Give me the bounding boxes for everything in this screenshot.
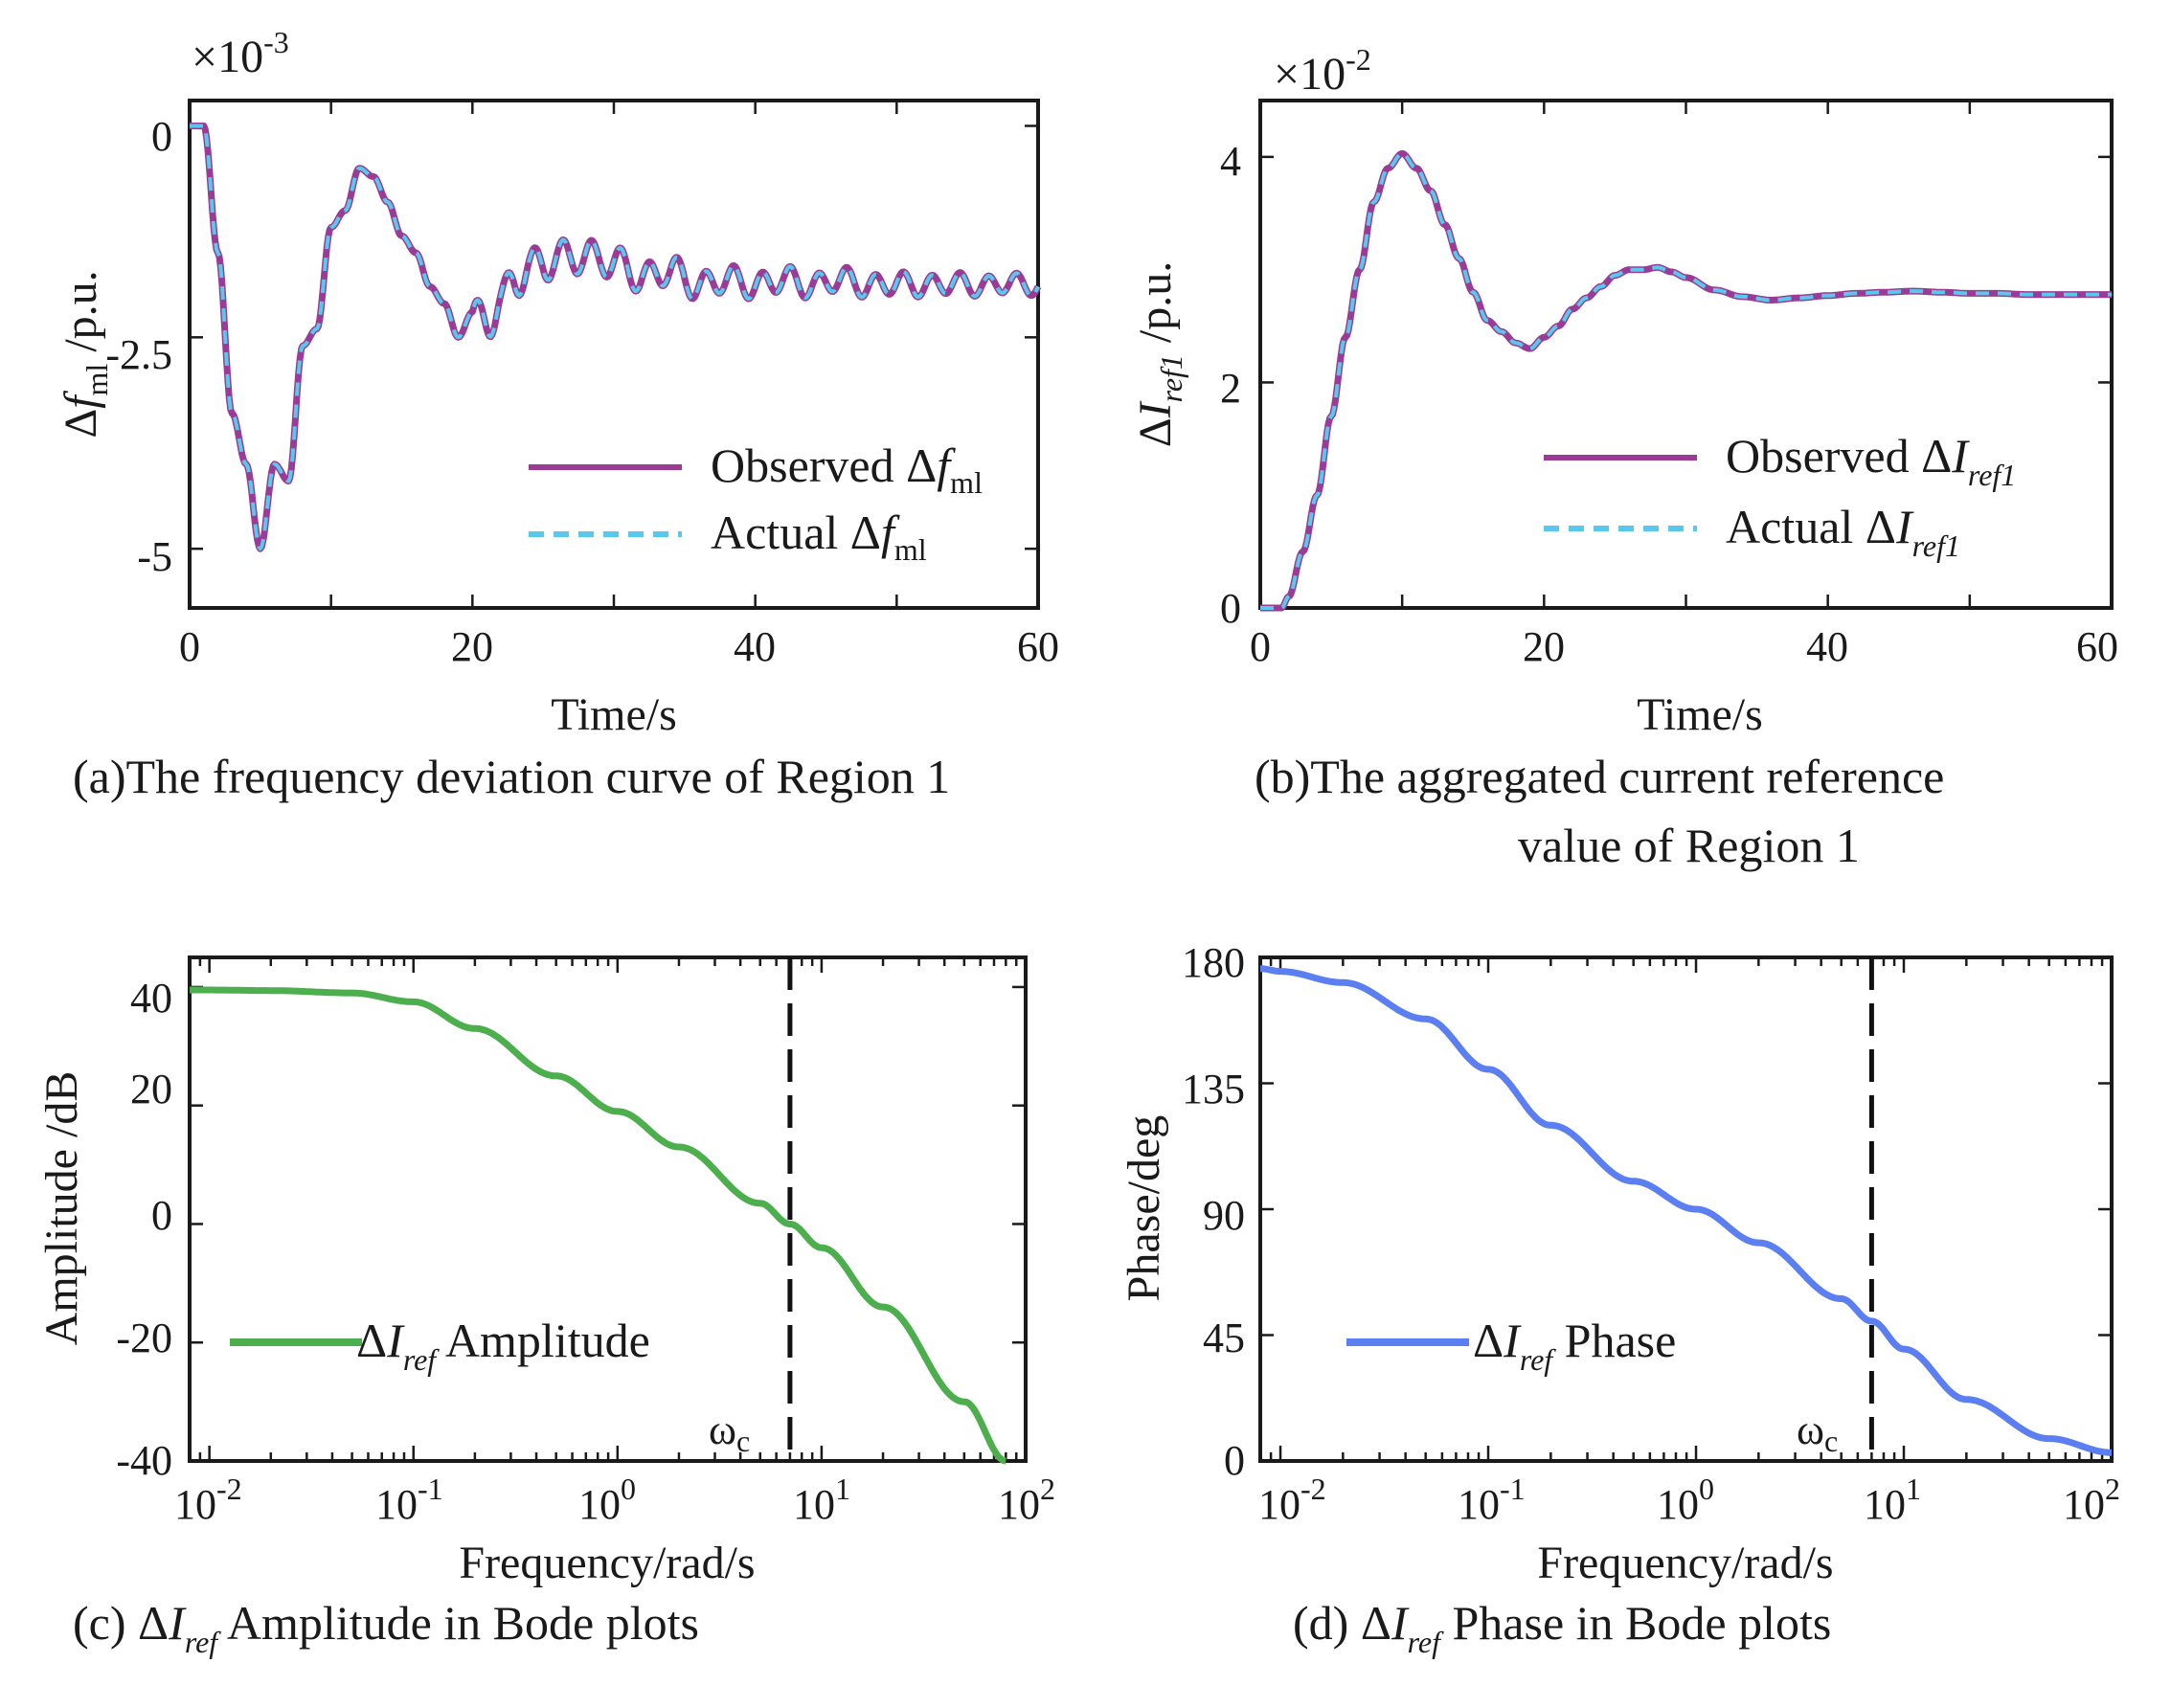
panel-a-ytick-2: -5 bbox=[137, 533, 172, 580]
panel-d-ytick-4: 0 bbox=[1224, 1437, 1245, 1484]
panel-c-series-main-line bbox=[187, 986, 1008, 1465]
panel-b-frame bbox=[1258, 99, 2114, 610]
panel-d-xtick-1: 10-1 bbox=[1458, 1472, 1526, 1528]
panel-b-caption-line1: (b)The aggregated current reference bbox=[1255, 750, 1944, 803]
panel-c-xlabel: Frequency/rad/s bbox=[459, 1538, 755, 1588]
panel-d-xtick-4: 102 bbox=[2063, 1472, 2120, 1528]
panel-c-caption: (c) ΔIref Amplitude in Bode plots bbox=[73, 1596, 699, 1659]
panel-b-multiplier: ×10-2 bbox=[1274, 42, 1371, 100]
panel-c-xtick-2: 100 bbox=[578, 1472, 636, 1528]
panel-b-caption-line2: value of Region 1 bbox=[1518, 819, 1860, 872]
panel-d-xtick-3: 101 bbox=[1864, 1472, 1921, 1528]
panel-c-ticks bbox=[188, 957, 1028, 1463]
panel-a-caption: (a)The frequency deviation curve of Regi… bbox=[73, 750, 950, 803]
panel-c-ytick-1: 20 bbox=[130, 1066, 172, 1112]
panel-b-ylabel: ΔIref1 /p.u. bbox=[1130, 261, 1188, 448]
panel-d-ytick-1: 135 bbox=[1182, 1066, 1245, 1112]
panel-c-ylabel: Amplitude /dB bbox=[36, 1071, 87, 1346]
panel-a-xtick-3: 60 bbox=[1017, 623, 1059, 670]
panel-b-xtick-1: 20 bbox=[1523, 623, 1565, 670]
panel-c-ytick-4: -40 bbox=[116, 1437, 172, 1484]
panel-b-xtick-3: 60 bbox=[2076, 623, 2118, 670]
panel-d-xtick-2: 100 bbox=[1657, 1472, 1714, 1528]
panel-a-series-actual-line bbox=[189, 124, 1040, 551]
panel-c-xtick-1: 10-1 bbox=[375, 1472, 443, 1528]
panel-b-curves bbox=[1258, 149, 2114, 612]
panel-c-ytick-3: -20 bbox=[116, 1315, 172, 1361]
panel-a-ylabel: Δfml /p.u. bbox=[56, 270, 114, 438]
panel-c-xtick-4: 102 bbox=[998, 1472, 1055, 1528]
panel-d-ytick-0: 180 bbox=[1182, 939, 1245, 986]
panel-a-xtick-0: 0 bbox=[179, 623, 200, 670]
panel-c-curves bbox=[187, 957, 1008, 1465]
panel-d-caption: (d) ΔIref Phase in Bode plots bbox=[1293, 1596, 1831, 1659]
panel-b-ytick-0: 0 bbox=[1220, 585, 1241, 632]
panel-a-xlabel: Time/s bbox=[551, 689, 677, 740]
panel-b-series-observed-line bbox=[1258, 149, 2114, 612]
panel-a-xtick-1: 20 bbox=[451, 623, 493, 670]
panel-c-omega-label: ωc bbox=[709, 1406, 750, 1458]
panel-b-series-actual-line bbox=[1259, 151, 2113, 610]
panel-c-ytick-2: 0 bbox=[151, 1192, 172, 1239]
panel-d-phase-bode: 180 135 90 45 0 10-2 10-1 100 101 102 Fr… bbox=[1119, 939, 2120, 1659]
panel-c-xtick-3: 101 bbox=[793, 1472, 850, 1528]
panel-d-ylabel: Phase/deg bbox=[1119, 1115, 1169, 1302]
panel-b-current-reference: ×10-2 4 2 0 0 20 40 60 Time/s ΔIref1 /p.… bbox=[1130, 42, 2118, 872]
panel-c-ytick-0: 40 bbox=[130, 975, 172, 1022]
panel-a-legend-actual-label: Actual Δfml bbox=[711, 506, 927, 567]
panel-c-legend-label: ΔIref Amplitude bbox=[356, 1314, 650, 1377]
panel-a-curves bbox=[188, 123, 1042, 552]
panel-a-legend-observed-label: Observed Δfml bbox=[711, 438, 983, 500]
panel-b-ytick-2: 4 bbox=[1220, 138, 1241, 185]
panel-b-xlabel: Time/s bbox=[1637, 689, 1763, 740]
panel-b-ticks bbox=[1258, 101, 2114, 610]
panel-a-frequency-deviation: ×10-3 0 -2.5 -5 0 20 40 60 Time/s Δfml /… bbox=[56, 25, 1059, 803]
panel-d-legend-label: ΔIref Phase bbox=[1473, 1314, 1676, 1377]
panel-d-omega-label: ωc bbox=[1797, 1406, 1838, 1458]
panel-a-xtick-2: 40 bbox=[734, 623, 776, 670]
panel-c-xtick-0: 10-2 bbox=[174, 1472, 242, 1528]
panel-d-ytick-2: 90 bbox=[1203, 1192, 1245, 1239]
panel-d-series-main-line bbox=[1258, 965, 2114, 1456]
panel-b-xtick-0: 0 bbox=[1250, 623, 1271, 670]
panel-c-frame bbox=[188, 955, 1028, 1463]
panel-b-legend-observed-label: Observed ΔIref1 bbox=[1726, 429, 2016, 492]
panel-b-legend-actual-label: Actual ΔIref1 bbox=[1726, 500, 1960, 563]
panel-a-ytick-1: -2.5 bbox=[105, 331, 172, 378]
panel-d-curves bbox=[1258, 957, 2114, 1461]
panel-d-ytick-3: 45 bbox=[1203, 1315, 1245, 1361]
panel-d-xtick-0: 10-2 bbox=[1258, 1472, 1326, 1528]
panel-a-ytick-0: 0 bbox=[151, 113, 172, 160]
panel-a-ticks bbox=[188, 101, 1040, 608]
panel-c-amplitude-bode: 40 20 0 -20 -40 10-2 10-1 100 101 102 Fr… bbox=[36, 955, 1055, 1659]
panel-a-multiplier: ×10-3 bbox=[192, 25, 289, 82]
panel-d-xlabel: Frequency/rad/s bbox=[1537, 1538, 1833, 1588]
panel-b-ytick-1: 2 bbox=[1220, 365, 1241, 412]
panel-b-xtick-2: 40 bbox=[1806, 623, 1848, 670]
